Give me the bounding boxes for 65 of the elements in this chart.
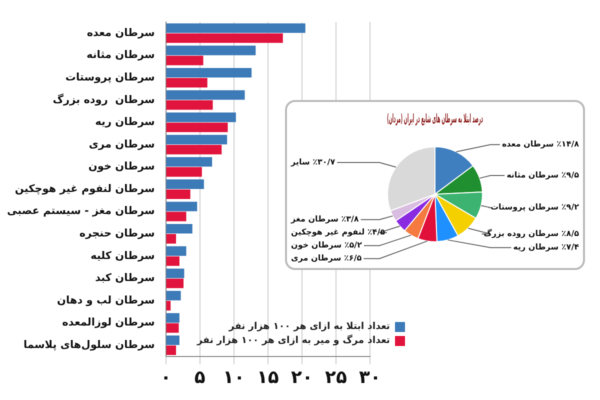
bar: [166, 313, 180, 323]
bar: [166, 335, 180, 346]
bar: [166, 224, 192, 234]
bar: [166, 33, 283, 43]
bar: [166, 23, 306, 33]
bar: [166, 346, 176, 356]
bar: [166, 100, 213, 110]
x-tick-label: ۰: [160, 366, 172, 388]
bar: [166, 212, 186, 222]
y-tick-label: سرطان کلیه: [90, 250, 155, 262]
x-tick-label: ۳۰: [359, 366, 381, 388]
bar: [166, 268, 184, 278]
bar: [166, 234, 176, 244]
legend-label: تعداد مرگ و میر به ازای هر ۱۰۰ هزار نفر: [197, 335, 390, 346]
slice-label: ٪۶/۵ سرطان مری: [291, 254, 362, 263]
bar: [166, 46, 256, 56]
bar: [166, 290, 181, 300]
x-tick-label: ۲۵: [324, 366, 347, 388]
bar: [166, 90, 245, 100]
bar: [166, 134, 228, 144]
y-tick-label: سرطان لنفوم غیر هوچکین: [14, 182, 155, 195]
y-tick-label: سرطان مغز - سیستم عصبی: [6, 205, 155, 218]
x-tick-label: ۵: [194, 366, 206, 388]
bar: [166, 256, 180, 266]
slice-label: ٪۵/۲ سرطان خون: [291, 240, 362, 250]
slice-label: ٪۱۴/۸ سرطان معده: [502, 140, 580, 149]
x-tick-label: ۲۰: [290, 366, 313, 388]
slice-label: ٪۳/۸ سرطان مغز: [290, 214, 359, 224]
bar: [166, 68, 252, 78]
bar: [166, 122, 228, 132]
y-tick-label: سرطان پروستات: [65, 71, 155, 84]
bar: [166, 189, 190, 199]
x-tick-label: ۱۵: [256, 366, 279, 388]
bar: [166, 144, 222, 154]
y-tick-label: سرطان معده: [86, 26, 155, 39]
bar: [166, 112, 236, 122]
y-tick-label: سرطان لوزالمعده: [62, 316, 155, 329]
y-tick-label: سرطان کبد: [95, 272, 155, 284]
bar: [166, 202, 198, 212]
bar: [166, 78, 208, 88]
y-tick-label: سرطان ریه: [95, 116, 155, 128]
y-tick-label: سرطان سلول‌های پلاسما: [23, 338, 155, 351]
slice-label: ٪۴/۵ لنفوم غیر هوچکین: [291, 228, 386, 237]
bar: [166, 167, 202, 177]
y-tick-label: سرطان لب و دهان: [57, 294, 155, 306]
slice-label: ٪۸/۵ سرطان روده بزرگ: [484, 228, 580, 238]
bar: [166, 300, 171, 310]
bar: [166, 246, 186, 256]
slice-label: ٪۹/۵ سرطان مثانه: [506, 170, 580, 180]
bar: [166, 323, 179, 333]
y-tick-label: سرطان روده بزرگ: [52, 92, 155, 106]
x-tick-label: ۱۰: [222, 366, 245, 388]
y-tick-label: سرطان خون: [88, 160, 155, 173]
chart-title: درصد ابتلا به سرطان های شایع در ایران (مردان): [387, 112, 484, 126]
y-tick-label: سرطان حنجره: [79, 228, 155, 240]
bar: [166, 179, 204, 189]
slice-label: ٪۷/۴ سرطان ریه: [513, 242, 580, 252]
y-tick-label: سرطان مثانه: [86, 49, 155, 62]
bar: [166, 157, 212, 167]
bar: [166, 56, 204, 66]
bar: [166, 278, 184, 288]
y-tick-label: سرطان مری: [88, 138, 155, 150]
slice-label: ٪۹/۲ سرطان پروستات: [490, 202, 580, 212]
slice-label: ٪۳۰/۷ سایر: [290, 158, 336, 167]
legend-label: تعداد ابتلا به ازای هر ۱۰۰ هزار نفر: [228, 321, 390, 332]
